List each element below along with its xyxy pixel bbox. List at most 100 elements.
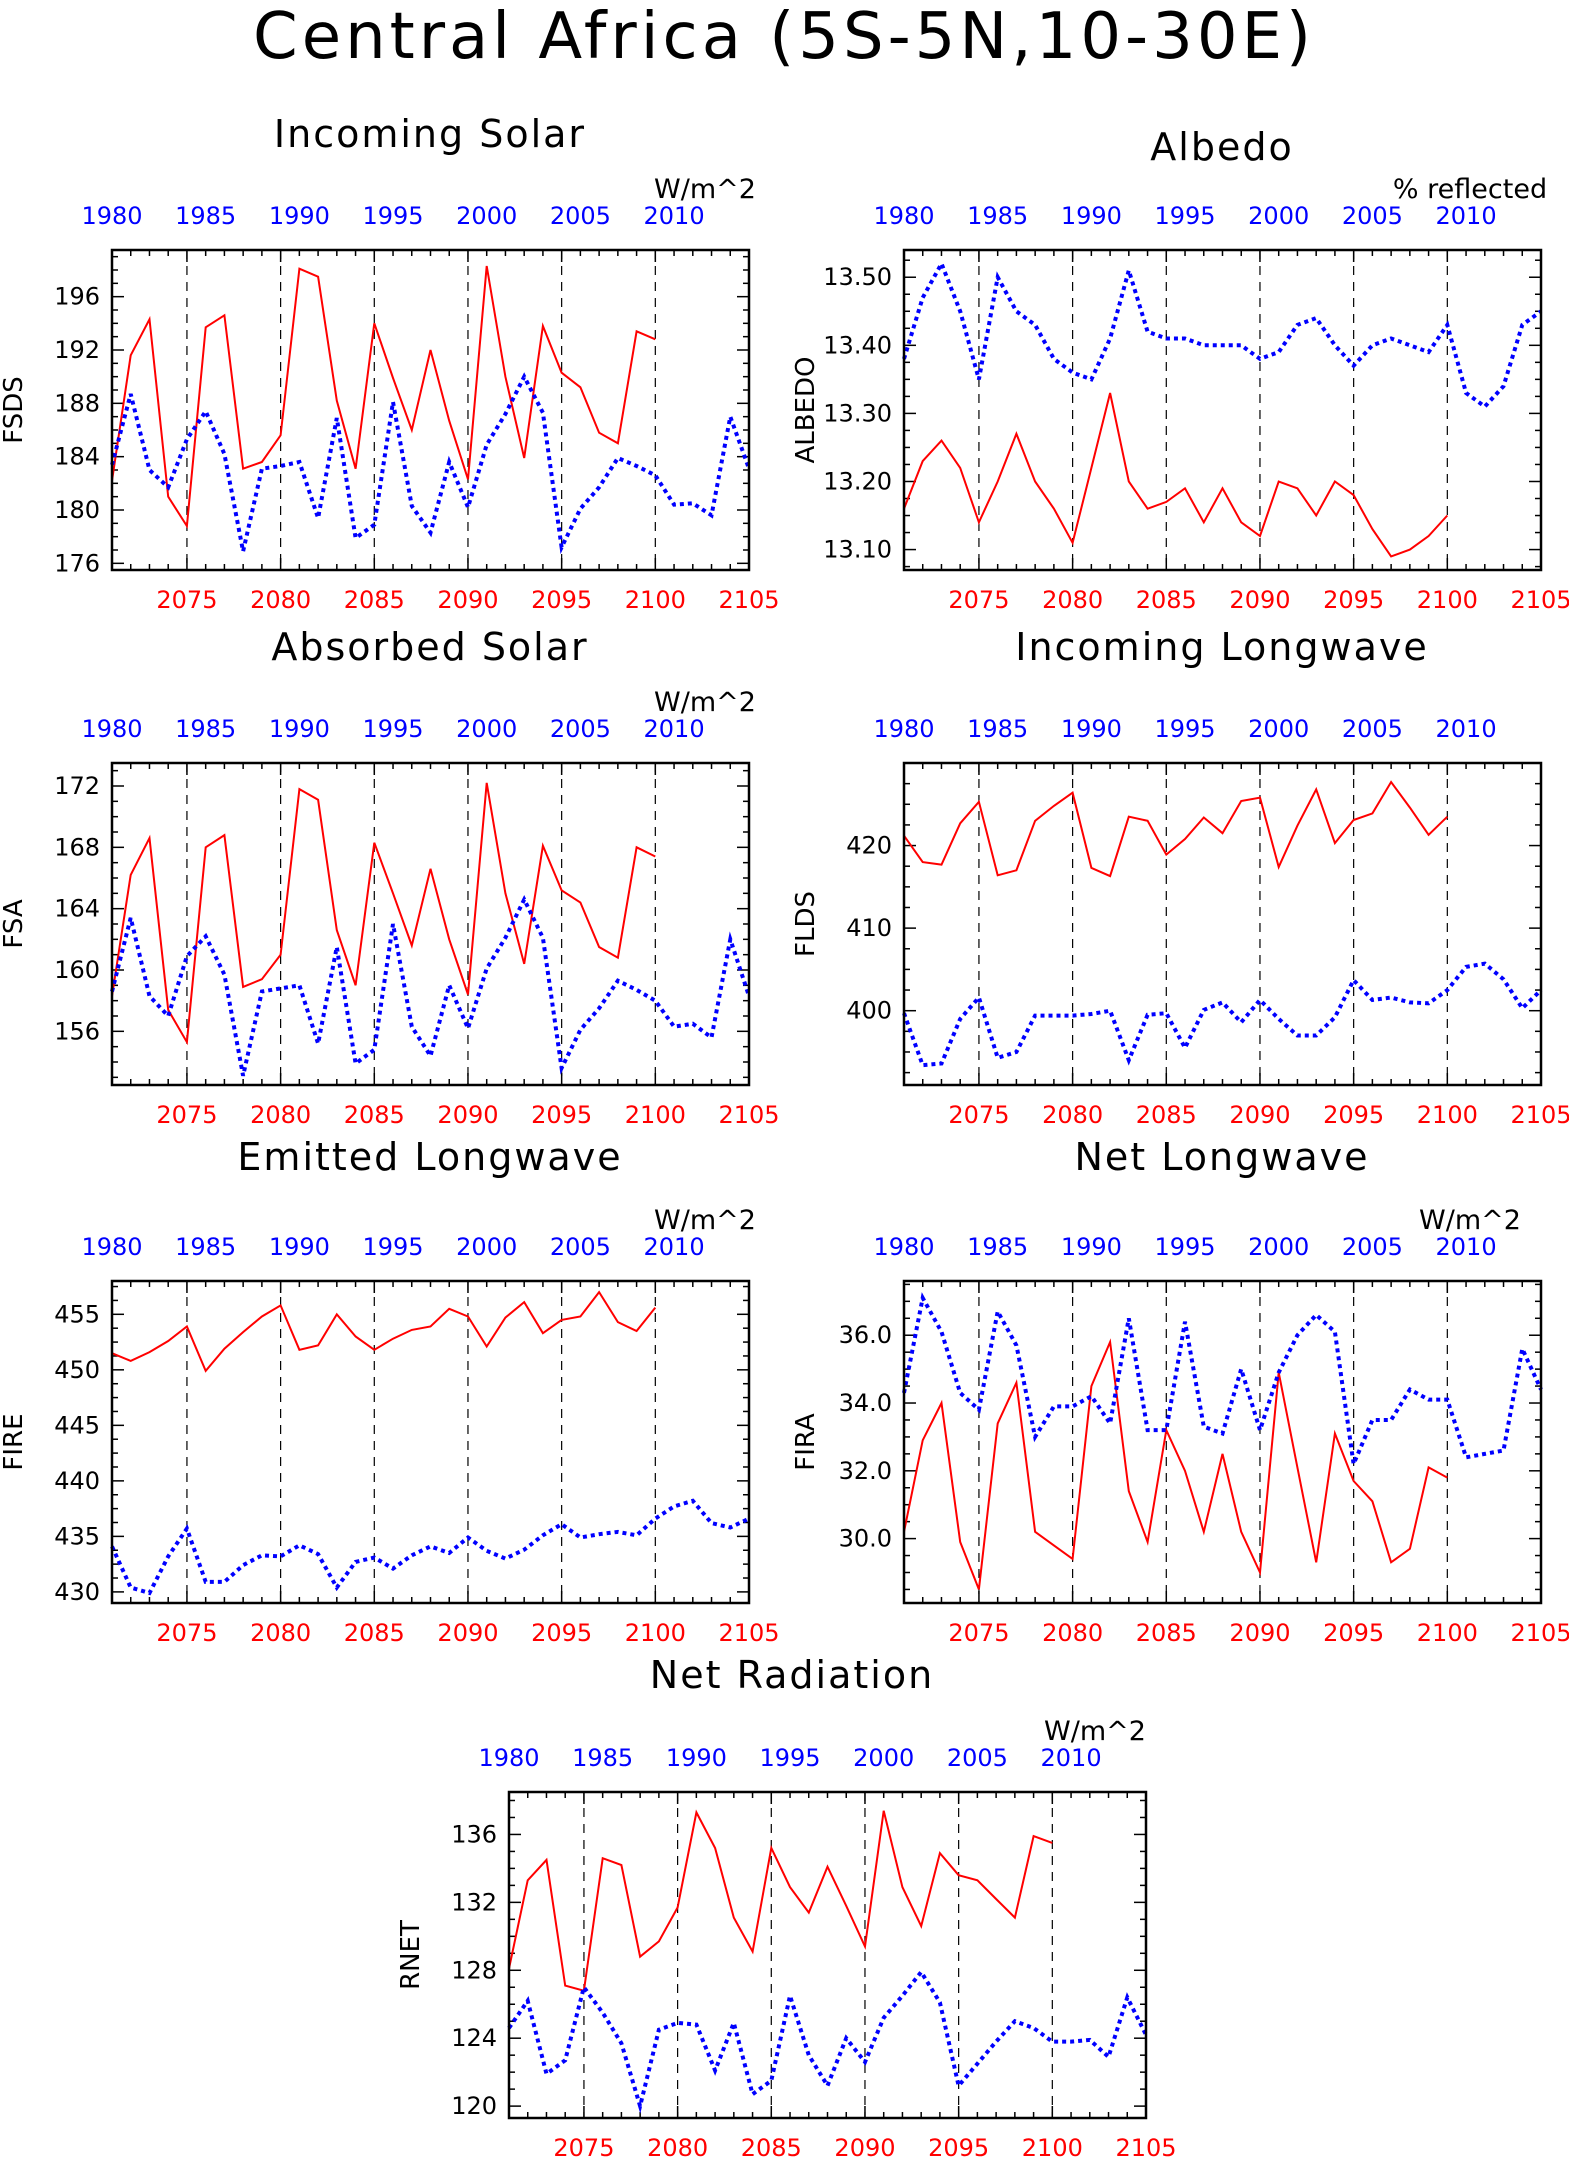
series-line-historical bbox=[902, 1292, 1543, 1472]
x-tick-label-top: 2000 bbox=[1248, 202, 1309, 230]
x-tick-label-top: 2010 bbox=[1436, 202, 1497, 230]
y-tick-label: 445 bbox=[54, 1411, 100, 1439]
x-tick-label-bottom: 2080 bbox=[1042, 586, 1103, 614]
x-tick-label-top: 2000 bbox=[456, 202, 517, 230]
figure-title: Central Africa (5S-5N,10-30E) bbox=[253, 0, 1315, 74]
x-tick-label-bottom: 2105 bbox=[718, 1101, 779, 1129]
plot-frame bbox=[902, 761, 1543, 1087]
x-tick-label-top: 2010 bbox=[644, 202, 705, 230]
x-tick-label-top: 1985 bbox=[967, 715, 1028, 743]
x-tick-label-bottom: 2095 bbox=[531, 1619, 592, 1647]
x-tick-label-top: 2010 bbox=[1436, 1233, 1497, 1261]
x-tick-label-top: 1995 bbox=[1154, 1233, 1215, 1261]
y-tick-label: 13.10 bbox=[823, 536, 892, 564]
x-tick-label-bottom: 2105 bbox=[718, 1619, 779, 1647]
series-line-future bbox=[903, 780, 1448, 878]
plot-frame bbox=[902, 1279, 1543, 1605]
x-tick-label-bottom: 2075 bbox=[948, 1619, 1009, 1647]
x-tick-label-bottom: 2090 bbox=[834, 2134, 895, 2160]
y-axis-label: ALBEDO bbox=[791, 356, 821, 463]
y-tick-label: 410 bbox=[846, 914, 892, 942]
x-tick-label-top: 1985 bbox=[967, 202, 1028, 230]
x-tick-label-bottom: 2100 bbox=[1417, 586, 1478, 614]
y-tick-label: 124 bbox=[451, 2024, 497, 2052]
x-tick-label-bottom: 2075 bbox=[948, 1101, 1009, 1129]
y-axis-label: FSA bbox=[0, 899, 29, 948]
y-tick-label: 400 bbox=[846, 997, 892, 1025]
units-label: W/m^2 bbox=[654, 1205, 756, 1236]
x-tick-label-top: 1980 bbox=[81, 1233, 142, 1261]
y-tick-label: 30.0 bbox=[839, 1525, 892, 1553]
y-tick-label: 180 bbox=[54, 496, 100, 524]
y-tick-label: 168 bbox=[54, 833, 100, 861]
x-tick-label-top: 2010 bbox=[644, 1233, 705, 1261]
x-tick-label-bottom: 2105 bbox=[1510, 1619, 1569, 1647]
x-tick-label-top: 1985 bbox=[175, 1233, 236, 1261]
units-label: W/m^2 bbox=[1419, 1205, 1521, 1236]
series-line-historical bbox=[110, 1498, 750, 1596]
y-axis-label: FLDS bbox=[791, 891, 821, 957]
plot-frame bbox=[110, 248, 751, 572]
x-tick-label-top: 2000 bbox=[1248, 715, 1309, 743]
x-tick-label-top: 2005 bbox=[1342, 1233, 1403, 1261]
x-tick-label-top: 1990 bbox=[666, 1744, 727, 1772]
x-tick-label-top: 1990 bbox=[1061, 715, 1122, 743]
x-tick-label-bottom: 2085 bbox=[344, 586, 405, 614]
units-label: W/m^2 bbox=[654, 174, 756, 205]
y-tick-label: 196 bbox=[54, 283, 100, 311]
x-tick-label-bottom: 2080 bbox=[250, 586, 311, 614]
x-tick-label-bottom: 2105 bbox=[1510, 1101, 1569, 1129]
x-tick-label-top: 1995 bbox=[1154, 715, 1215, 743]
x-tick-label-bottom: 2100 bbox=[1022, 2134, 1083, 2160]
x-tick-label-top: 2005 bbox=[947, 1744, 1008, 1772]
x-tick-label-top: 2010 bbox=[644, 715, 705, 743]
plot-frame bbox=[110, 761, 751, 1087]
y-tick-label: 455 bbox=[54, 1300, 100, 1328]
x-tick-label-bottom: 2080 bbox=[250, 1619, 311, 1647]
x-tick-label-bottom: 2075 bbox=[553, 2134, 614, 2160]
panel-4: Incoming Longwave FLDS 400 410 420 2075 2080 20… bbox=[791, 625, 1569, 1129]
units-label: % reflected bbox=[1393, 174, 1547, 205]
x-tick-label-bottom: 2075 bbox=[156, 586, 217, 614]
y-axis-label: FSDS bbox=[0, 376, 29, 444]
panel-title: Net Radiation bbox=[650, 1653, 934, 1697]
x-tick-label-bottom: 2100 bbox=[1417, 1101, 1478, 1129]
y-tick-label: 192 bbox=[54, 336, 100, 364]
x-tick-label-bottom: 2090 bbox=[1229, 1619, 1290, 1647]
x-tick-label-top: 1980 bbox=[873, 202, 934, 230]
x-tick-label-bottom: 2075 bbox=[156, 1619, 217, 1647]
y-tick-label: 435 bbox=[54, 1522, 100, 1550]
x-tick-label-top: 1995 bbox=[1154, 202, 1215, 230]
x-tick-label-top: 2000 bbox=[853, 1744, 914, 1772]
x-tick-label-top: 2000 bbox=[456, 715, 517, 743]
y-tick-label: 128 bbox=[451, 1956, 497, 1984]
x-tick-label-top: 1995 bbox=[759, 1744, 820, 1772]
x-tick-label-bottom: 2085 bbox=[344, 1619, 405, 1647]
series-line-historical bbox=[110, 372, 751, 555]
y-tick-label: 184 bbox=[54, 443, 100, 471]
x-tick-label-bottom: 2085 bbox=[1136, 1101, 1197, 1129]
x-tick-label-bottom: 2095 bbox=[928, 2134, 989, 2160]
units-label: W/m^2 bbox=[654, 687, 756, 718]
plot-frame bbox=[110, 1279, 751, 1605]
panel-title: Net Longwave bbox=[1075, 1135, 1370, 1179]
x-tick-label-bottom: 2095 bbox=[531, 586, 592, 614]
plot-frame bbox=[507, 1790, 1148, 2120]
y-tick-label: 136 bbox=[451, 1820, 497, 1848]
x-tick-label-bottom: 2105 bbox=[1115, 2134, 1176, 2160]
y-tick-label: 13.40 bbox=[823, 331, 892, 359]
x-tick-label-bottom: 2095 bbox=[1323, 1619, 1384, 1647]
x-tick-label-top: 1980 bbox=[873, 1233, 934, 1261]
panel-7: Net Radiation W/m^2 RNET 120 124 128 132 136 207… bbox=[396, 1653, 1177, 2160]
x-tick-label-top: 1990 bbox=[269, 202, 330, 230]
panel-title: Albedo bbox=[1150, 125, 1293, 169]
panel-5: Emitted Longwave W/m^2 FIRE 430 435 440 445 450… bbox=[0, 1135, 780, 1647]
panel-1: Incoming Solar W/m^2 FSDS 176 180 184 188 192 19… bbox=[0, 112, 780, 614]
x-tick-label-bottom: 2095 bbox=[1323, 1101, 1384, 1129]
x-tick-label-bottom: 2095 bbox=[1323, 586, 1384, 614]
y-axis-label: FIRA bbox=[791, 1413, 821, 1471]
y-tick-label: 34.0 bbox=[839, 1389, 892, 1417]
x-tick-label-bottom: 2090 bbox=[437, 586, 498, 614]
y-tick-label: 36.0 bbox=[839, 1321, 892, 1349]
